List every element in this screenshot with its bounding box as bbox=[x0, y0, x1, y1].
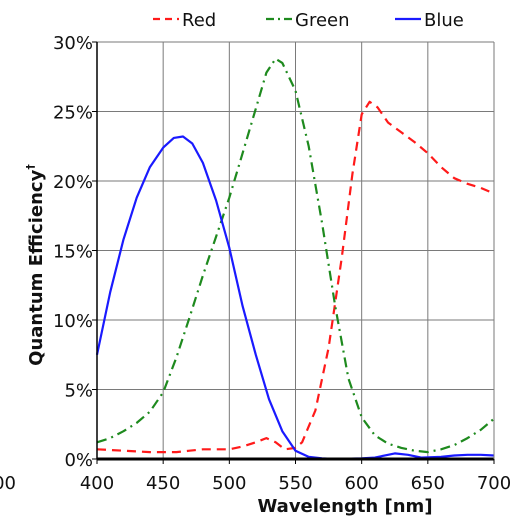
y-tick-label: 5% bbox=[64, 381, 93, 402]
x-tick-label: 450 bbox=[146, 473, 180, 494]
axes bbox=[92, 41, 495, 464]
y-tick-label: 0% bbox=[64, 450, 93, 471]
x-tick-label: 600 bbox=[344, 473, 378, 494]
legend-label-blue: Blue bbox=[424, 10, 464, 31]
y-axis-title-dagger: † bbox=[24, 164, 37, 170]
tick-labels: 400 450 500 550 600 650 700 0% 5% 10% 15% 20% 25% 30% bbox=[53, 33, 511, 494]
stray-tick-label: 00 bbox=[0, 473, 16, 494]
y-tick-label: 25% bbox=[53, 103, 93, 124]
x-tick-label: 400 bbox=[80, 473, 114, 494]
y-axis-title-group: Quantum Efficiency† bbox=[24, 164, 47, 366]
x-tick-label: 500 bbox=[212, 473, 246, 494]
y-axis-title: Quantum Efficiency† bbox=[24, 164, 47, 366]
y-axis-title-text: Quantum Efficiency bbox=[26, 169, 47, 365]
legend-label-green: Green bbox=[295, 10, 350, 31]
legend-label-red: Red bbox=[182, 10, 216, 31]
grid bbox=[97, 41, 494, 459]
x-tick-label: 550 bbox=[278, 473, 312, 494]
x-tick-label: 650 bbox=[411, 473, 445, 494]
legend: Red Green Blue bbox=[153, 10, 464, 31]
x-tick-label: 700 bbox=[477, 473, 511, 494]
y-tick-label: 30% bbox=[53, 33, 93, 54]
x-axis-title: Wavelength [nm] bbox=[257, 496, 432, 517]
y-tick-label: 10% bbox=[53, 311, 93, 332]
series-line-green bbox=[96, 57, 495, 454]
y-tick-label: 20% bbox=[53, 172, 93, 193]
y-tick-label: 15% bbox=[53, 242, 93, 263]
